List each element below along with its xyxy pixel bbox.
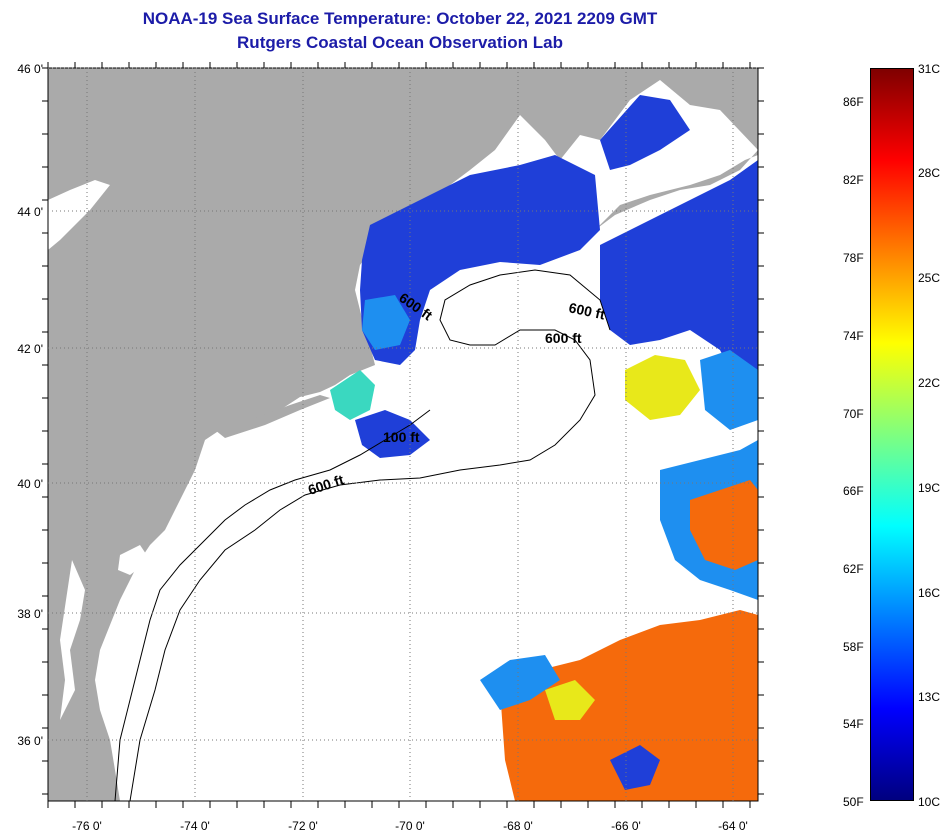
contour-label: 100 ft <box>383 429 420 445</box>
colorbar-f-label: 58F <box>843 640 864 654</box>
lat-label: 38 0' <box>17 607 43 621</box>
lat-label: 46 0' <box>17 62 43 76</box>
map-frame <box>47 67 759 802</box>
lon-label: -64 0' <box>718 819 748 832</box>
colorbar-f-label: 82F <box>843 173 864 187</box>
colorbar-c-label: 13C <box>918 690 941 704</box>
long-island <box>215 395 330 438</box>
lat-label: 40 0' <box>17 477 43 491</box>
sst-cool-gulf-stream-edge <box>480 655 560 710</box>
sst-cool-patch-2 <box>700 350 758 430</box>
delaware-bay <box>118 545 150 575</box>
sst-warm-patch-scotian <box>625 355 700 420</box>
colorbar-f-label: 86F <box>843 95 864 109</box>
lat-label: 44 0' <box>17 205 43 219</box>
colorbar-f-label: 50F <box>843 795 864 809</box>
lake <box>48 180 110 250</box>
lon-label: -68 0' <box>503 819 533 832</box>
colorbar-c-label: 10C <box>918 795 941 809</box>
colorbar-c-label: 19C <box>918 481 941 495</box>
sst-cold-bay-of-fundy <box>600 95 690 170</box>
chesapeake-bay <box>60 560 85 720</box>
sst-warm-gulf-stream-patch <box>545 680 595 720</box>
colorbar-f-label: 70F <box>843 407 864 421</box>
colorbar-c-label: 22C <box>918 376 941 390</box>
lon-label: -74 0' <box>180 819 210 832</box>
sst-hot-gulf-stream <box>500 610 758 801</box>
contour-600ft <box>129 269 611 801</box>
colorbar-c-label: 31C <box>918 62 941 76</box>
axis-ticks <box>42 62 764 808</box>
colorbar-f-label: 66F <box>843 484 864 498</box>
sst-cool-patch-1 <box>362 295 410 350</box>
colorbar-f-label: 54F <box>843 717 864 731</box>
sst-cold-georges-edge <box>355 410 430 458</box>
land-mass <box>48 68 758 801</box>
sst-hot-offshore-east <box>690 480 758 570</box>
lon-label: -72 0' <box>288 819 318 832</box>
temperature-colorbar <box>870 68 914 801</box>
colorbar-f-label: 62F <box>843 562 864 576</box>
contour-label: 600 ft <box>567 299 606 322</box>
contour-100ft <box>114 409 431 801</box>
sst-mid-nantucket <box>330 370 375 420</box>
lon-label: -76 0' <box>72 819 102 832</box>
lon-label: -66 0' <box>611 819 641 832</box>
sst-cold-southern-eddy <box>610 745 660 790</box>
sst-cold-scotian-shelf <box>600 160 758 400</box>
maritimes-land <box>595 68 758 230</box>
colorbar-f-label: 74F <box>843 329 864 343</box>
lon-label: -70 0' <box>395 819 425 832</box>
colorbar-f-label: 78F <box>843 251 864 265</box>
lat-label: 36 0' <box>17 734 43 748</box>
colorbar-c-label: 16C <box>918 586 941 600</box>
chart-title: NOAA-19 Sea Surface Temperature: October… <box>142 9 658 28</box>
lat-label: 42 0' <box>17 342 43 356</box>
colorbar-c-label: 25C <box>918 271 941 285</box>
contour-label: 600 ft <box>545 330 582 346</box>
chart-subtitle: Rutgers Coastal Ocean Observation Lab <box>237 33 563 52</box>
sst-cold-gulf-of-maine <box>360 155 600 365</box>
colorbar-c-label: 28C <box>918 166 941 180</box>
